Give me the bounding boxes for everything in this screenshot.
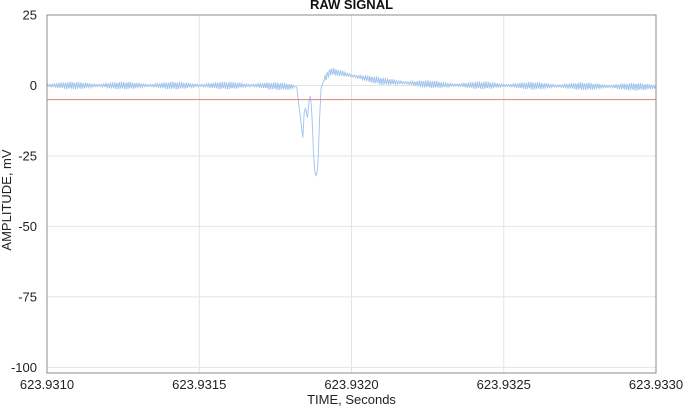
y-tick-label: -75 bbox=[18, 289, 37, 304]
chart-series bbox=[46, 68, 657, 177]
signal-line bbox=[46, 68, 657, 177]
y-tick-label: 25 bbox=[23, 8, 37, 23]
y-tick-label: -100 bbox=[11, 360, 37, 375]
x-tick-label: 623.9320 bbox=[324, 377, 378, 392]
axis-ticks: 623.9310 623.9315 623.9320 623.9325 623.9330… bbox=[11, 8, 683, 393]
x-tick-label: 623.9330 bbox=[629, 377, 683, 392]
y-tick-label: 0 bbox=[30, 78, 37, 93]
plot-frame bbox=[46, 14, 657, 374]
y-tick-label: -25 bbox=[18, 148, 37, 163]
chart-grid bbox=[46, 14, 657, 373]
x-tick-label: 623.9310 bbox=[20, 377, 74, 392]
x-tick-label: 623.9315 bbox=[172, 377, 226, 392]
x-tick-label: 623.9325 bbox=[477, 377, 531, 392]
y-tick-label: -50 bbox=[18, 219, 37, 234]
x-axis-label: TIME, Seconds bbox=[307, 392, 396, 407]
y-axis-label: AMPLITUDE, mV bbox=[0, 149, 14, 250]
chart-title: RAW SIGNAL bbox=[310, 0, 393, 12]
